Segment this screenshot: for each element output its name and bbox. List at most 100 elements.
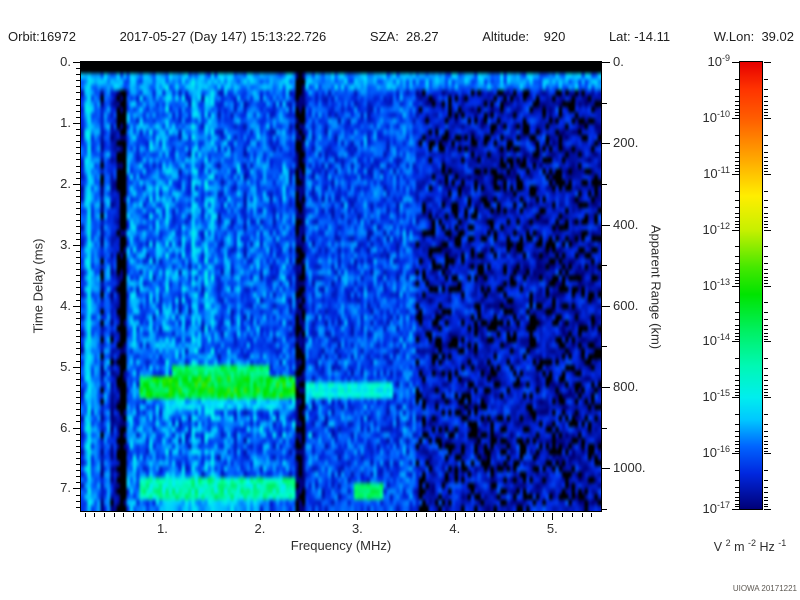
colorbar-minor-tick (764, 500, 768, 502)
colorbar-major-tick (732, 285, 739, 287)
colorbar (739, 61, 763, 510)
y-axis-minor-tick (76, 403, 80, 405)
y2-tick-label: 800. (613, 379, 639, 395)
x-axis-minor-tick (435, 513, 437, 517)
y2-axis-major-tick (602, 62, 610, 63)
colorbar-tick-label: 10-13 (702, 276, 730, 293)
colorbar-major-tick (764, 62, 771, 63)
x-axis-major-tick (357, 513, 359, 520)
units-exponent: 2 (725, 538, 731, 548)
colorbar-exponent: -15 (716, 388, 730, 399)
y-axis-minor-tick (76, 445, 80, 447)
colorbar-minor-tick (764, 105, 768, 107)
y-axis-minor-tick (76, 470, 80, 472)
colorbar-minor-tick (735, 263, 739, 265)
y-axis-minor-tick (76, 220, 80, 222)
header-item: Orbit:16972 (8, 29, 76, 44)
x-axis-minor-tick (250, 513, 252, 517)
x-axis-minor-tick (172, 513, 174, 517)
y-axis-minor-tick (76, 263, 80, 265)
colorbar-minor-tick (764, 391, 768, 393)
colorbar-tick-label: 10-17 (702, 500, 730, 516)
y-axis-minor-tick (76, 80, 80, 82)
x-axis-minor-tick (474, 513, 476, 517)
colorbar-minor-tick (735, 358, 739, 360)
x-axis-minor-tick (318, 513, 320, 517)
y-axis-major-tick (73, 244, 80, 246)
colorbar-minor-tick (735, 391, 739, 393)
colorbar-minor-tick (764, 151, 768, 153)
x-tick-label: 3. (351, 521, 363, 536)
colorbar-exponent: -17 (716, 500, 730, 510)
y-axis-minor-tick (76, 202, 80, 204)
y-axis-major-tick (73, 427, 80, 429)
x-axis-minor-tick (571, 513, 573, 517)
x-axis-minor-tick (240, 513, 242, 517)
y-tick-label: 1. (60, 114, 71, 130)
colorbar-major-tick (764, 509, 771, 510)
y-axis-minor-tick (76, 494, 80, 496)
y-axis-minor-tick (76, 171, 80, 173)
colorbar-major-tick (732, 341, 739, 343)
y-tick-label: 2. (60, 175, 71, 191)
x-axis-minor-tick (220, 513, 222, 517)
colorbar-minor-tick (735, 282, 739, 284)
x-axis-major-tick (259, 513, 261, 520)
x-axis-minor-tick (503, 513, 505, 517)
colorbar-minor-tick (735, 207, 739, 209)
colorbar-minor-tick (764, 444, 768, 446)
spectrogram-image (81, 62, 601, 511)
x-axis-minor-tick (445, 513, 447, 517)
y-axis-minor-tick (76, 323, 80, 325)
colorbar-tick-label: 10-12 (702, 220, 730, 237)
header-item: 2017-05-27 (Day 147) 15:13:22.726 (119, 29, 327, 44)
colorbar-minor-tick (764, 479, 768, 481)
colorbar-minor-tick (764, 338, 768, 340)
y-axis-minor-tick (76, 457, 80, 459)
x-axis-minor-tick (367, 513, 369, 517)
colorbar-minor-tick (764, 109, 768, 111)
y-axis-minor-tick (76, 464, 80, 466)
x-tick-label: 5. (546, 521, 558, 536)
y-axis-minor-tick (76, 135, 80, 137)
x-axis-minor-tick (581, 513, 583, 517)
colorbar-minor-tick (764, 246, 768, 248)
colorbar-minor-tick (764, 168, 768, 170)
y-axis-minor-tick (76, 311, 80, 313)
colorbar-minor-tick (735, 144, 739, 146)
colorbar-exponent: -10 (716, 108, 730, 119)
y2-axis-major-tick (602, 224, 610, 226)
y2-axis-minor-tick (602, 427, 607, 429)
x-axis-minor-tick (113, 513, 115, 517)
colorbar-minor-tick (735, 78, 739, 80)
colorbar-major-tick (764, 453, 771, 455)
colorbar-tick-label: 10-10 (702, 108, 730, 125)
y2-tick-label: 400. (613, 216, 639, 232)
x-axis-minor-tick (94, 513, 96, 517)
colorbar-minor-tick (764, 436, 768, 438)
watermark: UIOWA 20171221 (732, 584, 797, 593)
colorbar-minor-tick (735, 440, 739, 442)
x-axis-minor-tick (386, 513, 388, 517)
colorbar-major-tick (732, 509, 739, 510)
y-tick-label: 0. (60, 54, 71, 69)
x-axis-minor-tick (523, 513, 525, 517)
y-axis-minor-tick (76, 92, 80, 94)
x-axis-minor-tick (425, 513, 427, 517)
x-tick-label: 2. (254, 521, 266, 536)
colorbar-minor-tick (735, 450, 739, 452)
colorbar-exponent: -14 (716, 332, 730, 343)
x-axis-major-tick (552, 513, 554, 520)
colorbar-minor-tick (735, 115, 739, 117)
colorbar-minor-tick (735, 227, 739, 229)
colorbar-minor-tick (735, 430, 739, 432)
x-tick-label: 1. (157, 521, 168, 536)
y-axis-minor-tick (76, 415, 80, 417)
colorbar-minor-tick (764, 312, 768, 314)
colorbar-minor-tick (735, 212, 739, 214)
colorbar-minor-tick (764, 486, 768, 488)
y2-tick-label: 200. (613, 135, 639, 151)
colorbar-major-tick (732, 117, 739, 119)
colorbar-minor-tick (735, 394, 739, 396)
